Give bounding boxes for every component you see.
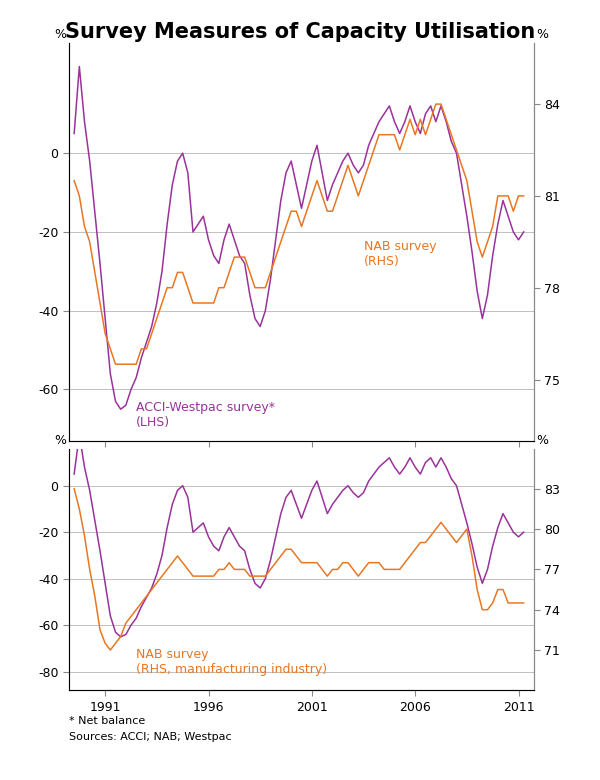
Text: Sources: ACCI; NAB; Westpac: Sources: ACCI; NAB; Westpac bbox=[69, 732, 232, 742]
Text: NAB survey
(RHS, manufacturing industry): NAB survey (RHS, manufacturing industry) bbox=[136, 648, 327, 676]
Text: ACCI-Westpac survey*
(LHS): ACCI-Westpac survey* (LHS) bbox=[136, 402, 275, 429]
Text: %: % bbox=[536, 28, 548, 41]
Text: %: % bbox=[55, 28, 67, 41]
Text: Survey Measures of Capacity Utilisation: Survey Measures of Capacity Utilisation bbox=[65, 22, 535, 42]
Text: * Net balance: * Net balance bbox=[69, 716, 145, 726]
Text: %: % bbox=[55, 434, 67, 447]
Text: %: % bbox=[536, 434, 548, 447]
Text: NAB survey
(RHS): NAB survey (RHS) bbox=[364, 239, 436, 268]
